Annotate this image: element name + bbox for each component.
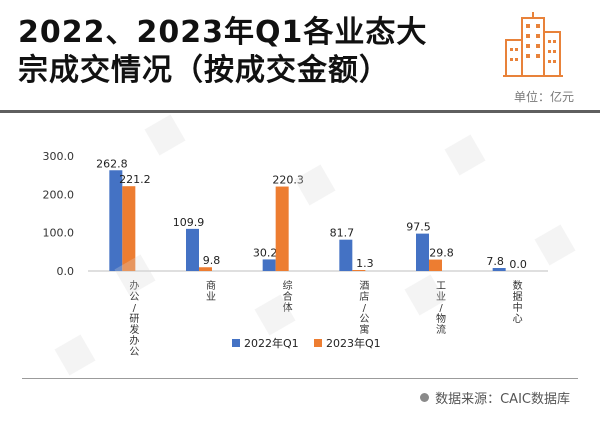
unit-label: 单位：亿元	[513, 90, 574, 104]
category-label-1: 商业	[206, 279, 216, 303]
y-tick-label-0: 0.0	[57, 265, 75, 278]
data-label-q1-2023-2: 220.3	[272, 174, 304, 187]
bar-q1-2023-1	[199, 267, 212, 271]
bar-chart-svg: 0.0 100.0 200.0 300.0 262.8 221.2 办公/研发办公 109.9…	[43, 150, 548, 358]
category-label-0: 办公/研发办公	[129, 279, 139, 358]
footer-divider	[22, 378, 578, 379]
bar-q1-2023-4	[429, 259, 442, 271]
bar-chart: 0.0 100.0 200.0 300.0 262.8 221.2 办公/研发办公 109.9…	[0, 114, 600, 374]
category-label-2: 综合体	[283, 279, 293, 314]
data-label-q1-2022-4: 97.5	[406, 221, 431, 234]
bar-q1-2022-3	[339, 239, 353, 271]
legend-label-q1-2023: 2023年Q1	[326, 336, 381, 350]
legend-swatch-q1-2023	[314, 339, 322, 347]
data-source: 数据来源：CAIC数据库	[420, 388, 570, 407]
title-line-2: 宗成交情况（按成交金额）	[18, 53, 390, 88]
data-label-q1-2023-5: 0.0	[509, 258, 527, 271]
bar-q1-2023-0	[122, 186, 136, 271]
category-label-4: 工业/物流	[436, 281, 446, 336]
y-tick-label-3: 300.0	[43, 150, 75, 163]
bar-q1-2022-5	[492, 268, 506, 271]
data-label-q1-2023-0: 221.2	[119, 173, 151, 186]
data-label-q1-2022-1: 109.9	[173, 216, 205, 229]
legend-swatch-q1-2022	[232, 339, 240, 347]
data-label-q1-2023-4: 29.8	[429, 247, 454, 260]
bar-q1-2022-4	[416, 233, 429, 271]
bar-q1-2022-1	[186, 228, 199, 271]
data-label-q1-2023-3: 1.3	[356, 257, 374, 270]
bar-q1-2023-3	[352, 270, 366, 271]
title-line-1: 2022、2023年Q1各业态大	[18, 15, 428, 50]
y-tick-label-1: 100.0	[43, 227, 75, 240]
legend-label-q1-2022: 2022年Q1	[244, 336, 299, 350]
bullet-icon	[420, 393, 430, 402]
y-tick-label-2: 200.0	[43, 188, 75, 201]
header-divider	[0, 110, 600, 113]
category-label-3: 酒店/公寓	[359, 280, 369, 336]
bar-q1-2023-2	[275, 186, 289, 271]
bar-q1-2022-0	[109, 170, 123, 271]
data-label-q1-2022-5: 7.8	[486, 255, 504, 268]
building-icon	[503, 12, 563, 77]
bar-q1-2022-2	[262, 259, 276, 271]
data-label-q1-2022-2: 30.2	[253, 246, 278, 259]
data-label-q1-2023-1: 9.8	[203, 254, 221, 267]
data-source-text: 数据来源：CAIC数据库	[435, 392, 570, 407]
data-label-q1-2022-0: 262.8	[96, 157, 128, 170]
page-title: 2022、2023年Q1各业态大 宗成交情况（按成交金额）	[18, 14, 488, 90]
data-label-q1-2022-3: 81.7	[330, 227, 355, 240]
category-label-5: 数据中心	[513, 279, 523, 325]
